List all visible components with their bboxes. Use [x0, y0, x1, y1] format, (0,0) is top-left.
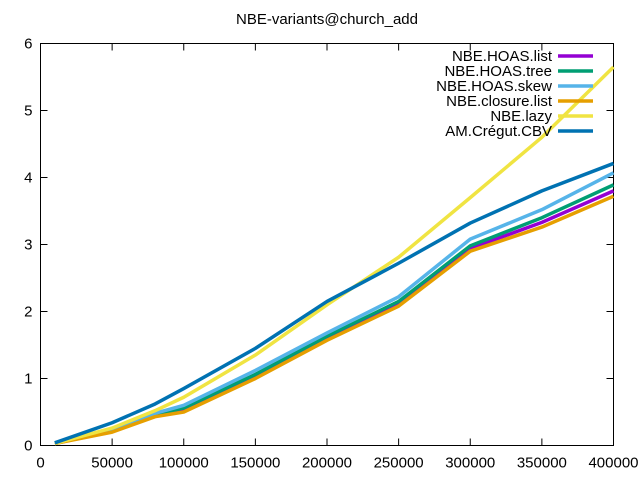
series-line-NBE.lazy — [54, 65, 615, 446]
y-tick-label: 0 — [24, 438, 32, 455]
y-tick-label: 5 — [24, 103, 32, 120]
legend-item-NBE.lazy: NBE.lazy — [490, 108, 593, 125]
legend-label: NBE.HOAS.skew — [436, 78, 552, 95]
x-tick-label: 350000 — [517, 455, 567, 472]
series-line-AM.Crégut.CBV — [54, 161, 615, 445]
x-tick-label: 150000 — [230, 455, 280, 472]
x-tick-label: 400000 — [588, 455, 638, 472]
y-tick-label: 1 — [24, 371, 32, 388]
plot-area: 0 50000 100000 150000 200000 250000 300000 3500… — [24, 36, 638, 472]
legend-label: NBE.closure.list — [446, 93, 553, 110]
y-tick-label: 3 — [24, 237, 32, 254]
y-tick-label: 2 — [24, 304, 32, 321]
y-tick-label: 6 — [24, 36, 32, 53]
x-tick-label: 200000 — [302, 455, 352, 472]
series-line-NBE.HOAS.tree — [54, 183, 615, 446]
series-line-NBE.HOAS.skew — [54, 171, 615, 446]
legend-item-NBE.HOAS.tree: NBE.HOAS.tree — [444, 63, 593, 80]
x-tick-label: 100000 — [159, 455, 209, 472]
x-tick-label: 300000 — [445, 455, 495, 472]
legend-item-NBE.closure.list: NBE.closure.list — [446, 93, 593, 110]
legend-label: NBE.lazy — [490, 108, 552, 125]
series-line-NBE.HOAS.list — [54, 189, 615, 446]
chart-title: NBE-variants@church_add — [236, 11, 418, 28]
legend-item-NBE.HOAS.skew: NBE.HOAS.skew — [436, 78, 593, 95]
x-tick-label: 50000 — [91, 455, 133, 472]
chart-legend: NBE.HOAS.listNBE.HOAS.treeNBE.HOAS.skewN… — [436, 48, 593, 140]
x-tick-label: 0 — [36, 455, 44, 472]
legend-item-NBE.HOAS.list: NBE.HOAS.list — [452, 48, 593, 65]
series-line-NBE.closure.list — [54, 194, 615, 446]
legend-label: NBE.HOAS.tree — [444, 63, 552, 80]
legend-label: AM.Crégut.CBV — [445, 123, 552, 140]
legend-item-AM.Crégut.CBV: AM.Crégut.CBV — [445, 123, 593, 140]
legend-label: NBE.HOAS.list — [452, 48, 553, 65]
x-tick-label: 250000 — [374, 455, 424, 472]
y-tick-label: 4 — [24, 170, 32, 187]
